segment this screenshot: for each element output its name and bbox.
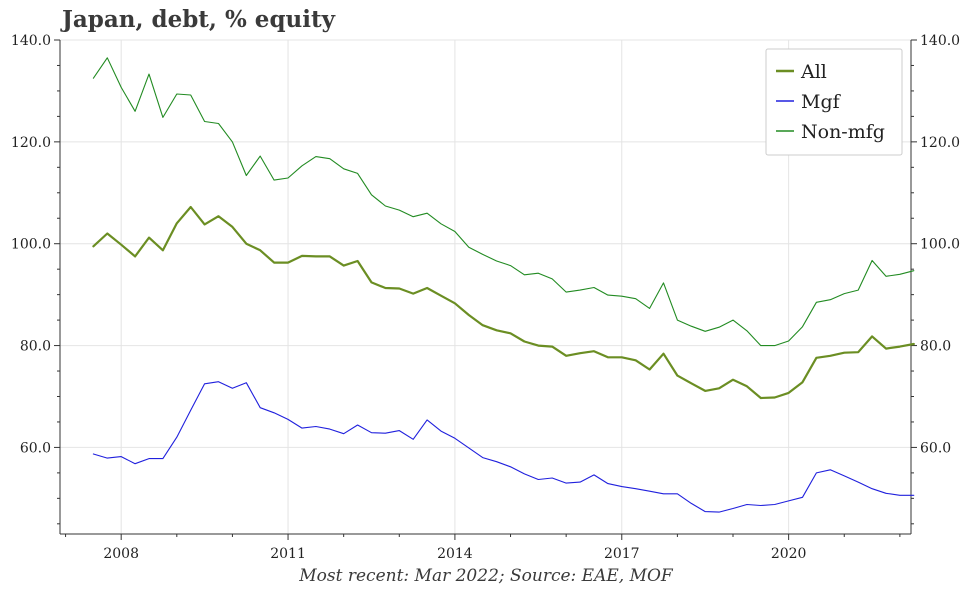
y-tick-label-right: 120.0	[920, 135, 960, 151]
y-tick-label-right: 100.0	[920, 237, 960, 253]
tick-marks	[54, 39, 917, 540]
axes: 60.0 60.0 80.0 80.0 100.0 100.0 120.0 120.0 140.…	[11, 33, 960, 562]
x-tick-label: 2008	[103, 546, 139, 562]
y-tick-label-left: 60.0	[20, 440, 51, 456]
legend: All Mgf Non-mfg	[765, 48, 903, 156]
series-line-mgf	[92, 381, 915, 513]
legend-box	[765, 48, 903, 156]
series-line-all	[92, 205, 915, 400]
x-tick-label: 2020	[771, 546, 807, 562]
legend-item-non-mfg-label: Non-mfg	[801, 121, 885, 143]
legend-item-mgf-label: Mgf	[801, 91, 842, 113]
y-tick-label-left: 120.0	[11, 135, 51, 151]
y-tick-label-right: 80.0	[920, 339, 951, 355]
series-line-non-mfg	[92, 57, 915, 347]
x-tick-label: 2017	[604, 546, 640, 562]
y-tick-label-left: 140.0	[11, 33, 51, 49]
series-lines	[92, 57, 915, 513]
y-tick-label-left: 100.0	[11, 237, 51, 253]
x-tick-label: 2011	[270, 546, 306, 562]
y-tick-label-right: 140.0	[920, 33, 960, 49]
chart-caption: Most recent: Mar 2022; Source: EAE, MOF	[299, 566, 673, 586]
legend-item-all-label: All	[800, 61, 827, 83]
y-tick-label-left: 80.0	[20, 339, 51, 355]
x-tick-label: 2014	[437, 546, 473, 562]
y-tick-label-right: 60.0	[920, 440, 951, 456]
gridlines	[60, 39, 911, 534]
chart-title: Japan, debt, % equity	[62, 6, 335, 33]
